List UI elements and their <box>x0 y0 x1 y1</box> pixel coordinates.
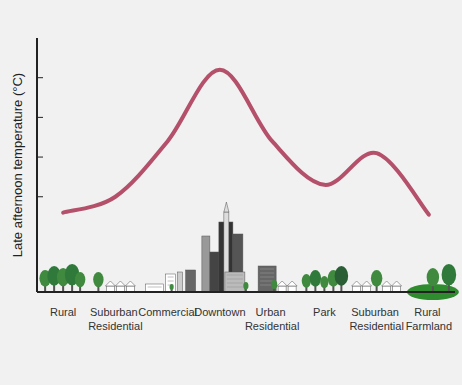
building-windows <box>148 287 162 288</box>
label-line: Farmland <box>406 320 452 332</box>
building-windows <box>227 283 243 284</box>
house-roof <box>287 281 297 286</box>
house-roof <box>115 281 125 286</box>
building <box>202 236 210 292</box>
building-windows <box>227 275 243 276</box>
spire <box>224 202 229 212</box>
x-tick-label: Downtown <box>194 306 245 318</box>
building <box>186 270 196 292</box>
label-line: Rural <box>414 306 443 318</box>
y-tick <box>37 196 43 197</box>
tree-crown <box>371 270 382 287</box>
x-tick-label: Rural Farmland <box>406 306 452 332</box>
x-tick-label: Rural <box>50 306 76 318</box>
label-line: Residential <box>245 320 299 332</box>
tree-crown <box>310 270 321 287</box>
tree-crown <box>243 282 248 290</box>
building-windows <box>227 287 243 288</box>
tree-crown <box>93 272 103 287</box>
house-roof <box>105 281 115 286</box>
building-windows <box>260 273 274 274</box>
house-roof <box>352 281 362 286</box>
tree-crown <box>170 284 174 290</box>
building <box>210 252 220 292</box>
y-tick <box>37 77 43 78</box>
plot-area <box>63 70 429 215</box>
scenery <box>39 202 458 300</box>
tree-crown <box>320 276 328 288</box>
label-line: Residential <box>88 320 142 332</box>
label-line: Urban <box>256 306 289 318</box>
chart: Late afternoon temperature (°C) Rural Subu… <box>0 0 462 385</box>
house-roof <box>392 281 402 286</box>
y-tick <box>37 157 43 158</box>
x-tick-label: Park <box>313 306 336 318</box>
y-axis-label: Late afternoon temperature (°C) <box>10 73 25 257</box>
x-axis <box>37 291 455 293</box>
house-roof <box>382 281 392 286</box>
label-line: Rural <box>50 306 76 318</box>
temperature-line <box>63 70 429 215</box>
tree-crown <box>271 280 277 289</box>
house-roof <box>277 281 287 286</box>
building-windows <box>227 279 243 280</box>
building <box>166 274 176 292</box>
y-axis <box>36 38 38 292</box>
tree-crown <box>75 272 85 287</box>
building-windows <box>260 277 274 278</box>
label-line: Park <box>313 306 336 318</box>
tree-crown <box>335 266 349 286</box>
x-tick-label: Suburban Residential <box>349 306 403 332</box>
tree-crown <box>302 274 311 288</box>
house-roof <box>362 281 372 286</box>
label-line: Commercial <box>138 306 197 318</box>
label-line: Suburban <box>90 306 141 318</box>
tree-crown <box>427 268 439 286</box>
label-line: Residential <box>349 320 403 332</box>
x-tick-label: Suburban Residential <box>88 306 142 332</box>
building-windows <box>260 269 274 270</box>
house-roof <box>125 281 135 286</box>
building-windows <box>168 281 174 282</box>
building-windows <box>168 277 174 278</box>
tree-crown <box>442 264 457 285</box>
background <box>0 0 462 385</box>
label-line: Suburban <box>351 306 402 318</box>
building <box>225 272 245 292</box>
y-tick <box>37 117 43 118</box>
x-tick-label: Commercial <box>138 306 197 318</box>
label-line: Downtown <box>194 306 245 318</box>
x-tick-label: Urban Residential <box>245 306 299 332</box>
building <box>146 284 164 292</box>
building <box>178 272 183 292</box>
